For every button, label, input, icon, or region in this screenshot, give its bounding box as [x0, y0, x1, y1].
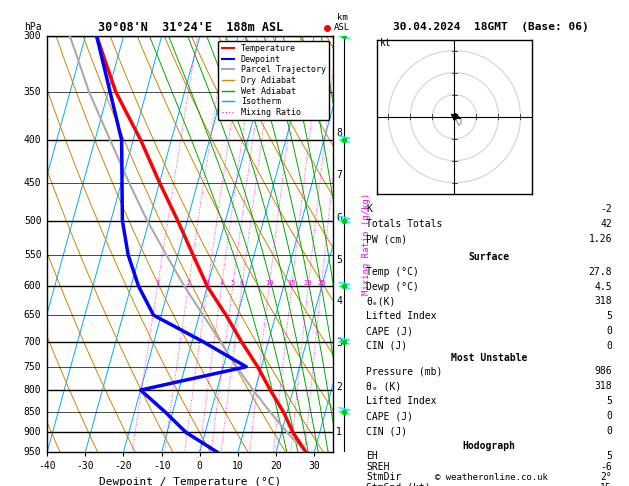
Text: 400: 400 [24, 135, 42, 145]
Text: 550: 550 [24, 250, 42, 260]
Text: 986: 986 [594, 366, 612, 376]
Text: 5: 5 [231, 280, 235, 286]
Text: Dewp (°C): Dewp (°C) [366, 282, 419, 292]
Text: 6: 6 [240, 280, 244, 286]
Text: 7: 7 [337, 170, 342, 180]
Text: 42: 42 [600, 219, 612, 229]
Text: km
ASL: km ASL [334, 13, 350, 32]
Text: 4: 4 [220, 280, 224, 286]
Text: 15: 15 [600, 483, 612, 486]
Text: 10: 10 [265, 280, 274, 286]
Text: CIN (J): CIN (J) [366, 426, 407, 436]
Text: 20: 20 [304, 280, 313, 286]
Text: 1.26: 1.26 [589, 234, 612, 244]
Text: K: K [366, 204, 372, 213]
Text: Lifted Index: Lifted Index [366, 397, 437, 406]
Text: 3: 3 [206, 280, 209, 286]
Text: 27.8: 27.8 [589, 267, 612, 277]
Text: 750: 750 [24, 362, 42, 372]
Text: 500: 500 [24, 216, 42, 226]
Text: 2: 2 [186, 280, 191, 286]
Text: 30.04.2024  18GMT  (Base: 06): 30.04.2024 18GMT (Base: 06) [392, 22, 589, 32]
Text: Hodograph: Hodograph [462, 441, 516, 451]
Text: 4.5: 4.5 [594, 282, 612, 292]
Text: 3: 3 [337, 338, 342, 348]
Text: EH: EH [366, 451, 378, 461]
Text: 0: 0 [606, 341, 612, 351]
Text: CIN (J): CIN (J) [366, 341, 407, 351]
Text: kt: kt [380, 38, 391, 48]
Text: 650: 650 [24, 310, 42, 320]
Title: 30°08'N  31°24'E  188m ASL: 30°08'N 31°24'E 188m ASL [97, 21, 283, 34]
Text: 8: 8 [337, 128, 342, 138]
Text: -6: -6 [600, 462, 612, 471]
Legend: Temperature, Dewpoint, Parcel Trajectory, Dry Adiabat, Wet Adiabat, Isotherm, Mi: Temperature, Dewpoint, Parcel Trajectory… [218, 41, 329, 120]
Text: Totals Totals: Totals Totals [366, 219, 442, 229]
Text: CAPE (J): CAPE (J) [366, 326, 413, 336]
Text: 5: 5 [606, 311, 612, 321]
Text: 5: 5 [606, 451, 612, 461]
Text: 318: 318 [594, 382, 612, 391]
Text: CAPE (J): CAPE (J) [366, 412, 413, 421]
Text: 600: 600 [24, 281, 42, 291]
X-axis label: Dewpoint / Temperature (°C): Dewpoint / Temperature (°C) [99, 477, 281, 486]
Text: hPa: hPa [25, 22, 42, 32]
Text: 5: 5 [337, 255, 342, 264]
Text: Surface: Surface [469, 252, 509, 261]
Text: PW (cm): PW (cm) [366, 234, 407, 244]
Text: 5: 5 [606, 397, 612, 406]
Text: SREH: SREH [366, 462, 389, 471]
Text: Pressure (mb): Pressure (mb) [366, 366, 442, 376]
Text: 0: 0 [606, 426, 612, 436]
Text: θₑ(K): θₑ(K) [366, 296, 396, 307]
Text: 850: 850 [24, 407, 42, 417]
Text: Most Unstable: Most Unstable [451, 353, 527, 363]
Text: 800: 800 [24, 385, 42, 395]
Text: StmSpd (kt): StmSpd (kt) [366, 483, 431, 486]
Text: 700: 700 [24, 337, 42, 347]
Text: 2°: 2° [600, 472, 612, 482]
Text: Temp (°C): Temp (°C) [366, 267, 419, 277]
Text: 1: 1 [155, 280, 160, 286]
Text: 300: 300 [24, 32, 42, 41]
Text: 0: 0 [606, 326, 612, 336]
Text: 2: 2 [337, 382, 342, 392]
Text: 6: 6 [337, 213, 342, 224]
Text: 0: 0 [606, 412, 612, 421]
Text: Lifted Index: Lifted Index [366, 311, 437, 321]
Text: θₑ (K): θₑ (K) [366, 382, 401, 391]
Text: 900: 900 [24, 428, 42, 437]
Text: 450: 450 [24, 177, 42, 188]
Text: Mixing Ratio (g/kg): Mixing Ratio (g/kg) [362, 193, 371, 295]
Text: 350: 350 [24, 87, 42, 97]
Text: 4: 4 [337, 296, 342, 306]
Text: 1: 1 [337, 427, 342, 437]
Text: 318: 318 [594, 296, 612, 307]
Text: 25: 25 [317, 280, 326, 286]
Text: © weatheronline.co.uk: © weatheronline.co.uk [435, 473, 548, 482]
Text: -2: -2 [600, 204, 612, 213]
Text: 950: 950 [24, 447, 42, 457]
Text: 15: 15 [287, 280, 296, 286]
Text: StmDir: StmDir [366, 472, 401, 482]
